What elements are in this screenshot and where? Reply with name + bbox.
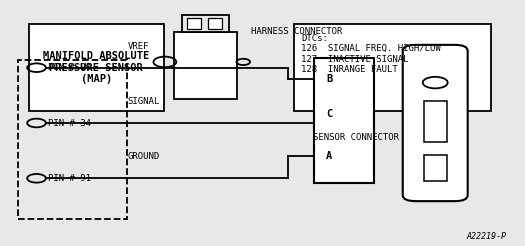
Text: A22219-P: A22219-P — [467, 232, 507, 241]
FancyBboxPatch shape — [29, 24, 164, 111]
FancyBboxPatch shape — [208, 18, 222, 29]
Text: VREF: VREF — [128, 42, 149, 51]
Text: B: B — [326, 74, 332, 84]
FancyBboxPatch shape — [314, 58, 374, 183]
FancyBboxPatch shape — [293, 24, 491, 111]
FancyBboxPatch shape — [424, 101, 447, 142]
Text: GROUND: GROUND — [128, 153, 160, 161]
Text: SENSOR CONNECTOR: SENSOR CONNECTOR — [313, 133, 399, 142]
Text: DTCs:
126  SIGNAL FREQ. HIGH/LOW
127  INACTIVE SIGNAL
128  INRANGE FAULT: DTCs: 126 SIGNAL FREQ. HIGH/LOW 127 INAC… — [301, 34, 441, 74]
Text: PIN # 34: PIN # 34 — [48, 119, 91, 127]
FancyBboxPatch shape — [424, 155, 447, 181]
Text: PIN # 91: PIN # 91 — [48, 174, 91, 183]
FancyBboxPatch shape — [174, 32, 237, 99]
Text: SIGNAL: SIGNAL — [128, 97, 160, 106]
Text: HARNESS CONNECTOR: HARNESS CONNECTOR — [250, 27, 342, 36]
FancyBboxPatch shape — [403, 45, 468, 201]
Text: C: C — [326, 109, 332, 119]
Text: MANIFOLD ABSOLUTE
PRESSURE SENSOR
(MAP): MANIFOLD ABSOLUTE PRESSURE SENSOR (MAP) — [43, 51, 150, 84]
FancyBboxPatch shape — [182, 15, 229, 32]
Text: A: A — [326, 151, 332, 161]
Text: PIN # 90: PIN # 90 — [48, 63, 91, 72]
FancyBboxPatch shape — [187, 18, 201, 29]
